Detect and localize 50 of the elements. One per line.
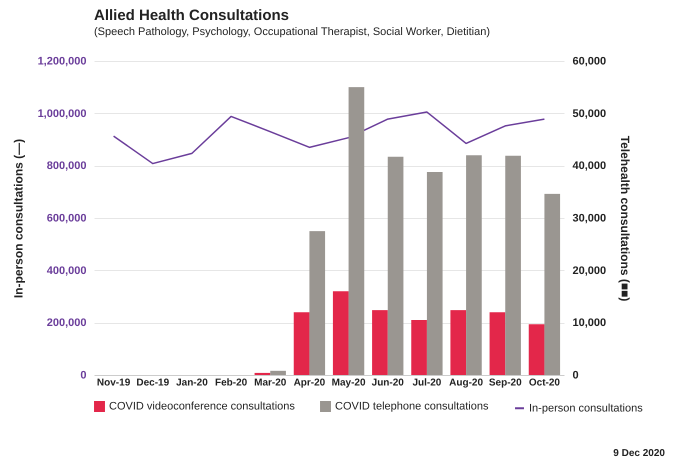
bar bbox=[348, 87, 364, 375]
bar bbox=[450, 310, 466, 375]
bar bbox=[332, 291, 349, 375]
y2-tick-label: 60,000 bbox=[572, 56, 606, 68]
chart-subtitle: (Speech Pathology, Psychology, Occupational Therapist, Social Worker, Dietitian) bbox=[94, 26, 490, 38]
y-tick-label: 1,200,000 bbox=[38, 56, 86, 68]
bar bbox=[528, 324, 544, 375]
bar bbox=[466, 155, 482, 375]
y-tick-label: 1,000,000 bbox=[38, 108, 86, 120]
line-series bbox=[112, 111, 546, 164]
legend-label: In-person consultations bbox=[529, 402, 644, 414]
x-tick-label: Apr-20 bbox=[294, 378, 326, 388]
x-tick-label: Feb-20 bbox=[214, 378, 248, 388]
y-tick-label: 0 bbox=[80, 370, 86, 382]
y-tick-label: 400,000 bbox=[46, 264, 86, 277]
x-tick-label: Mar-20 bbox=[254, 378, 287, 388]
legend-label: COVID videoconference consultations bbox=[109, 400, 296, 413]
y2-tick-label: 40,000 bbox=[572, 160, 606, 172]
bar bbox=[309, 231, 326, 375]
y-tick-label: 200,000 bbox=[46, 317, 86, 330]
y2-axis-title: Telehealth consultations (■■) bbox=[618, 136, 632, 302]
y-axis-title: In-person consultations (—) bbox=[12, 138, 26, 298]
x-tick-label: Nov-19 bbox=[96, 378, 131, 388]
x-tick-label: Oct-20 bbox=[528, 378, 560, 388]
y2-tick-label: 50,000 bbox=[572, 108, 606, 120]
y2-tick-label: 20,000 bbox=[572, 264, 606, 277]
x-tick-label: Dec-19 bbox=[136, 378, 170, 388]
bar bbox=[505, 156, 521, 375]
text: 9 Dec 2020 bbox=[613, 448, 665, 459]
bar bbox=[411, 320, 427, 375]
x-tick-label: May-20 bbox=[332, 378, 366, 388]
legend-label: COVID telephone consultations bbox=[335, 400, 489, 413]
bar bbox=[270, 370, 286, 375]
y-tick-label: 600,000 bbox=[46, 212, 86, 224]
bar bbox=[388, 156, 404, 375]
bar bbox=[426, 172, 443, 375]
x-tick-label: Sep-20 bbox=[488, 378, 522, 388]
y-tick-label: 800,000 bbox=[46, 160, 86, 172]
bar bbox=[544, 194, 560, 375]
bar bbox=[490, 312, 506, 375]
bar bbox=[294, 312, 310, 375]
y2-tick-label: 30,000 bbox=[572, 212, 606, 224]
x-tick-label: Jun-20 bbox=[372, 378, 404, 388]
x-tick-label: Aug-20 bbox=[449, 378, 484, 388]
y2-tick-label: 0 bbox=[572, 370, 579, 382]
x-tick-label: Jul-20 bbox=[412, 378, 442, 388]
x-tick-label: Jan-20 bbox=[176, 378, 208, 388]
bar bbox=[372, 310, 388, 375]
y2-tick-label: 10,000 bbox=[572, 317, 606, 330]
chart-title: Allied Health Consultations bbox=[94, 7, 290, 24]
